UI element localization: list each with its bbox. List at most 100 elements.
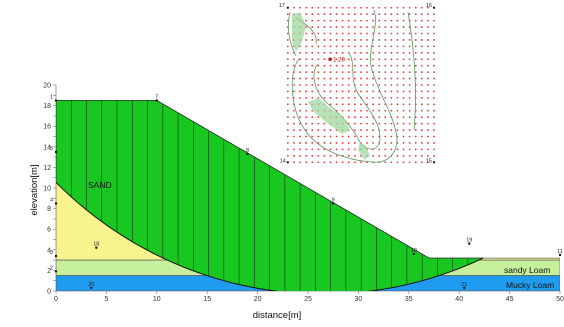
grid-dot <box>408 39 411 41</box>
grid-dot <box>433 103 435 106</box>
grid-dot <box>286 135 289 138</box>
grid-dot <box>414 6 417 9</box>
geometry-point <box>90 286 93 290</box>
grid-dot <box>390 77 393 80</box>
grid-dot <box>335 19 338 22</box>
grid-dot <box>317 161 320 164</box>
grid-dot <box>329 6 332 9</box>
grid-dot <box>299 103 301 106</box>
grid-dot <box>329 64 332 67</box>
grid-dot <box>372 64 374 67</box>
grid-dot <box>299 148 301 151</box>
grid-dot <box>390 135 393 138</box>
grid-dot <box>305 6 308 9</box>
grid-dot <box>420 64 423 67</box>
grid-dot <box>366 103 368 106</box>
grid-dot <box>408 135 411 138</box>
grid-dot <box>305 39 308 41</box>
grid-dot <box>347 6 350 9</box>
band-top <box>292 12 306 52</box>
grid-dot <box>433 154 435 157</box>
grid-dot <box>402 6 405 9</box>
grid-dot <box>396 19 399 22</box>
grid-dot <box>384 13 387 16</box>
geometry-point <box>54 202 58 205</box>
grid-dot <box>408 122 411 125</box>
grid-dot <box>341 135 344 138</box>
grid-dot <box>293 116 295 119</box>
grid-dot <box>299 51 301 54</box>
y-tick-label: 10 <box>43 186 51 193</box>
grid-dot <box>353 129 356 131</box>
grid-dot <box>378 116 381 119</box>
grid-dot <box>317 135 320 138</box>
grid-dot <box>341 90 344 93</box>
grid-dot <box>305 90 308 93</box>
grid-dot <box>360 58 362 61</box>
grid-dot <box>427 96 429 99</box>
grid-dot <box>360 71 362 74</box>
grid-dot <box>427 39 429 41</box>
grid-dot <box>378 71 381 74</box>
grid-dot <box>378 122 381 125</box>
grid-dot <box>317 77 320 80</box>
grid-dot <box>305 142 308 144</box>
grid-dot <box>360 6 362 9</box>
grid-dot <box>305 135 308 138</box>
grid-dot <box>329 161 332 164</box>
grid-dot <box>293 90 295 93</box>
grid-dot <box>372 6 374 9</box>
point-label: 8 <box>246 148 249 154</box>
grid-dot <box>408 148 411 151</box>
grid-dot <box>378 58 381 61</box>
grid-dot <box>311 135 314 138</box>
contour-right <box>407 11 417 131</box>
grid-dot <box>378 32 381 35</box>
grid-dot <box>335 103 338 106</box>
grid-dot <box>396 103 399 106</box>
grid-corner-label: 14 <box>280 158 286 164</box>
grid-dot <box>414 148 417 151</box>
grid-dot <box>305 13 308 16</box>
grid-dot <box>390 122 393 125</box>
grid-dot <box>378 64 381 67</box>
grid-dot <box>329 148 332 151</box>
grid-dot <box>402 13 405 16</box>
sliding-mass <box>56 100 484 291</box>
grid-dot <box>293 135 295 138</box>
grid-dot <box>347 45 350 48</box>
grid-dot <box>329 77 332 80</box>
grid-dot <box>433 135 435 138</box>
grid-dot <box>402 142 405 144</box>
x-tick-label: 15 <box>203 296 211 303</box>
grid-dot <box>347 64 350 67</box>
factor-bands <box>292 12 370 160</box>
grid-dot <box>427 90 429 93</box>
grid-dot <box>299 96 301 99</box>
grid-dot <box>402 26 405 28</box>
grid-dot <box>360 19 362 22</box>
x-tick-label: 30 <box>355 296 363 303</box>
grid-dot <box>311 77 314 80</box>
grid-dot <box>305 77 308 80</box>
grid-dot <box>366 77 368 80</box>
grid-dot <box>311 26 314 28</box>
grid-dot <box>366 135 368 138</box>
grid-dot <box>347 19 350 22</box>
grid-dot <box>347 142 350 144</box>
grid-dot <box>323 161 326 164</box>
grid-dot <box>286 51 289 54</box>
grid-dot <box>366 19 368 22</box>
grid-dot <box>286 122 289 125</box>
grid-dot <box>335 32 338 35</box>
critical-center-marker <box>328 57 332 62</box>
grid-dot <box>402 96 405 99</box>
grid-dot <box>390 161 393 164</box>
grid-dot <box>335 51 338 54</box>
grid-dot <box>317 129 320 131</box>
grid-dot <box>341 148 344 151</box>
grid-dot <box>414 13 417 16</box>
grid-dot <box>329 84 332 86</box>
x-axis-title: distance[m] <box>253 310 302 321</box>
grid-dot <box>329 51 332 54</box>
